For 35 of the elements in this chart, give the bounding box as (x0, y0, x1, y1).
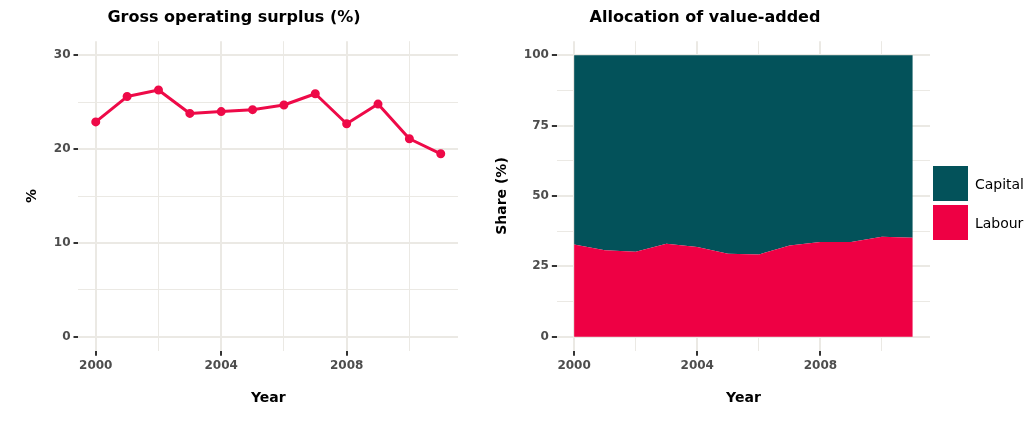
point (216, 107, 226, 117)
x-axis-title: Year (725, 389, 761, 406)
y-tick-label: 10 (53, 235, 71, 250)
y-tick-label: 75 (532, 117, 549, 132)
x-tick-label: 2000 (557, 358, 591, 373)
x-axis-title: Year (249, 389, 286, 406)
y-tick-label: 50 (532, 188, 549, 203)
y-tick-label: 25 (532, 258, 549, 273)
point (153, 85, 163, 95)
point (122, 92, 132, 102)
point (248, 105, 258, 115)
x-tick-label: 2004 (204, 358, 238, 373)
x-tick-label: 2008 (329, 358, 364, 373)
chart-title: Allocation of value-added (589, 6, 821, 26)
y-tick-label: 30 (53, 47, 71, 62)
y-tick-label: 20 (53, 141, 71, 156)
text: Labour (974, 214, 1024, 231)
x-tick-label: 2004 (680, 358, 714, 373)
point (373, 99, 383, 109)
point (342, 119, 352, 129)
y-tick-label: 0 (540, 328, 549, 343)
x-tick-label: 2000 (79, 358, 113, 373)
point (436, 149, 446, 159)
chart-title: Gross operating surplus (%) (107, 6, 361, 26)
point (91, 117, 101, 127)
text: Capital (974, 175, 1024, 192)
y-axis-title: Share (%) (493, 157, 510, 235)
y-axis-title: % (23, 188, 40, 204)
x-tick-label: 2008 (803, 358, 838, 373)
point (279, 100, 289, 110)
point (404, 134, 414, 144)
point (185, 108, 195, 118)
y-tick-label: 0 (62, 328, 71, 343)
y-tick-label: 100 (523, 47, 549, 62)
point (310, 89, 320, 99)
